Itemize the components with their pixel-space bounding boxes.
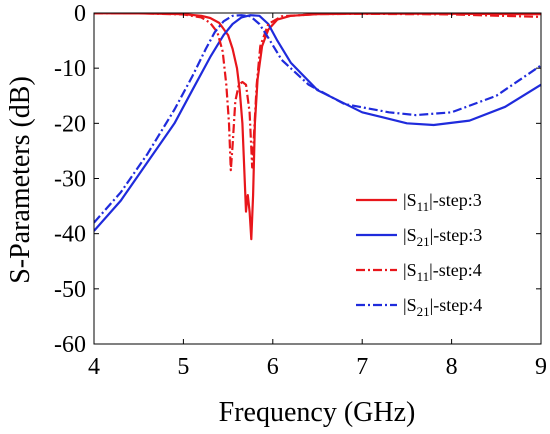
legend-param: S bbox=[407, 260, 417, 280]
ticks-layer: 4 5 6 7 8 9 0 -10 -20 -30 -40 -50 -60 bbox=[54, 1, 547, 380]
y-tick-label: -20 bbox=[54, 111, 86, 137]
series-layer bbox=[94, 13, 541, 241]
x-tick-label: 5 bbox=[177, 354, 189, 380]
y-tick-label: -50 bbox=[54, 277, 86, 303]
legend-bar-right: | bbox=[429, 260, 433, 280]
legend-param: S bbox=[407, 190, 417, 210]
x-axis-label: Frequency (GHz) bbox=[219, 397, 416, 428]
plot-background bbox=[94, 13, 541, 344]
legend-label: -step:4 bbox=[433, 295, 482, 315]
legend-bar-left: | bbox=[403, 225, 407, 245]
y-tick-label: -60 bbox=[54, 332, 86, 358]
legend-bar-right: | bbox=[429, 190, 433, 210]
legend-param: S bbox=[407, 225, 417, 245]
x-tick-label: 6 bbox=[267, 354, 279, 380]
y-tick-label: -30 bbox=[54, 167, 86, 193]
legend-label: -step:3 bbox=[433, 225, 482, 245]
legend-subscript: 11 bbox=[417, 199, 430, 214]
legend-entry: |S11|-step:3 bbox=[403, 190, 482, 214]
legend-subscript: 21 bbox=[417, 234, 430, 249]
series-line-1 bbox=[94, 13, 541, 241]
x-tick-label: 9 bbox=[535, 354, 547, 380]
x-tick-label: 7 bbox=[356, 354, 368, 380]
series-line-2 bbox=[94, 14, 541, 232]
legend-subscript: 11 bbox=[417, 269, 430, 284]
legend-bar-right: | bbox=[430, 295, 434, 315]
legend-param: S bbox=[407, 295, 417, 315]
legend-entry: |S11|-step:4 bbox=[403, 260, 482, 284]
legend-bar-left: | bbox=[403, 295, 407, 315]
legend-subscript: 21 bbox=[417, 304, 430, 319]
legend-label: -step:3 bbox=[433, 190, 482, 210]
y-tick-label: -40 bbox=[54, 222, 86, 248]
series-line-3 bbox=[94, 13, 541, 172]
y-axis-label: S-Parameters (dB) bbox=[5, 76, 36, 284]
legend-entry: |S21|-step:3 bbox=[403, 225, 482, 249]
legend: |S11|-step:3|S21|-step:3|S11|-step:4|S21… bbox=[356, 190, 482, 319]
legend-bar-left: | bbox=[403, 260, 407, 280]
y-tick-label: 0 bbox=[74, 1, 86, 27]
x-tick-label: 4 bbox=[88, 354, 100, 380]
legend-label: -step:4 bbox=[433, 260, 482, 280]
x-tick-label: 8 bbox=[446, 354, 458, 380]
legend-entry: |S21|-step:4 bbox=[403, 295, 482, 319]
legend-bar-right: | bbox=[430, 225, 434, 245]
legend-bar-left: | bbox=[403, 190, 407, 210]
series-line-4 bbox=[94, 14, 541, 224]
y-tick-label: -10 bbox=[54, 56, 86, 82]
